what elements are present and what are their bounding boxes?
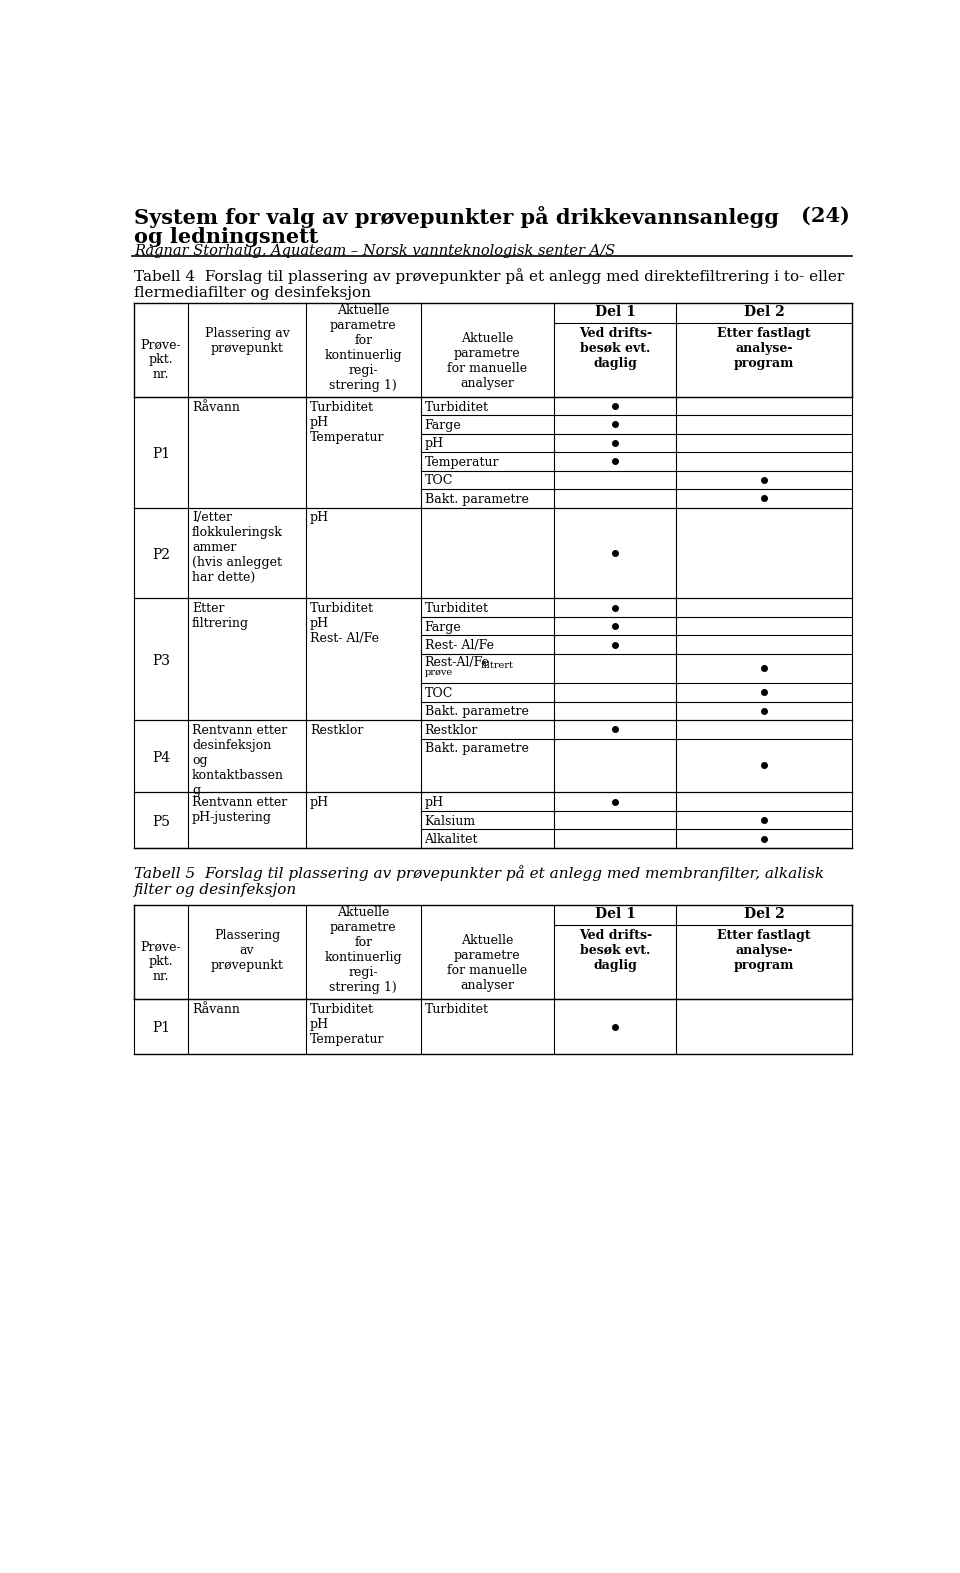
Text: Rest-Al/Fe: Rest-Al/Fe xyxy=(424,656,490,669)
Text: Turbiditet
pH
Temperatur: Turbiditet pH Temperatur xyxy=(310,401,384,444)
Text: Råvann: Råvann xyxy=(192,1002,240,1016)
Text: pH: pH xyxy=(310,511,329,524)
Text: Farge: Farge xyxy=(424,418,462,433)
Text: (24): (24) xyxy=(802,206,850,225)
Text: Ragnar Storhaug, Aquateam – Norsk vannteknologisk senter A/S: Ragnar Storhaug, Aquateam – Norsk vannte… xyxy=(134,244,615,258)
Text: P2: P2 xyxy=(152,547,170,562)
Text: Restklor: Restklor xyxy=(310,724,363,736)
Text: P1: P1 xyxy=(152,1021,170,1035)
Text: Ved drifts-
besøk evt.
daglig: Ved drifts- besøk evt. daglig xyxy=(579,327,652,370)
Text: pH: pH xyxy=(424,796,444,809)
Text: Turbiditet
pH
Temperatur: Turbiditet pH Temperatur xyxy=(310,1002,384,1046)
Text: P5: P5 xyxy=(152,815,170,829)
Text: Aktuelle
parametre
for
kontinuerlig
regi-
strering 1): Aktuelle parametre for kontinuerlig regi… xyxy=(324,906,402,994)
Text: Turbiditet: Turbiditet xyxy=(424,1002,489,1016)
Text: TOC: TOC xyxy=(424,475,453,488)
Text: System for valg av prøvepunkter på drikkevannsanlegg: System for valg av prøvepunkter på drikk… xyxy=(134,206,779,228)
Text: Del 1: Del 1 xyxy=(595,305,636,319)
Text: Farge: Farge xyxy=(424,621,462,634)
Text: Plassering av
prøvepunkt: Plassering av prøvepunkt xyxy=(204,327,290,354)
Text: Turbiditet
pH
Rest- Al/Fe: Turbiditet pH Rest- Al/Fe xyxy=(310,602,379,645)
Text: Bakt. parametre: Bakt. parametre xyxy=(424,742,528,755)
Text: I/etter
flokkuleringsk
ammer
(hvis anlegget
har dette): I/etter flokkuleringsk ammer (hvis anleg… xyxy=(192,511,283,585)
Text: Bakt. parametre: Bakt. parametre xyxy=(424,492,528,507)
Text: Etter fastlagt
analyse-
program: Etter fastlagt analyse- program xyxy=(717,928,811,972)
Text: Prøve-
pkt.
nr.: Prøve- pkt. nr. xyxy=(141,338,181,381)
Text: Tabell 4  Forslag til plassering av prøvepunkter på et anlegg med direktefiltrer: Tabell 4 Forslag til plassering av prøve… xyxy=(134,267,844,300)
Text: Prøve-
pkt.
nr.: Prøve- pkt. nr. xyxy=(141,941,181,983)
Text: P3: P3 xyxy=(152,654,170,669)
Text: pH: pH xyxy=(310,796,329,809)
Text: Aktuelle
parametre
for
kontinuerlig
regi-
strering 1): Aktuelle parametre for kontinuerlig regi… xyxy=(324,304,402,392)
Text: og ledningsnett: og ledningsnett xyxy=(134,227,319,247)
Text: Tabell 5  Forslag til plassering av prøvepunkter på et anlegg med membranfilter,: Tabell 5 Forslag til plassering av prøve… xyxy=(134,865,824,897)
Text: Råvann: Råvann xyxy=(192,401,240,414)
Text: Del 2: Del 2 xyxy=(744,908,784,922)
Text: Ved drifts-
besøk evt.
daglig: Ved drifts- besøk evt. daglig xyxy=(579,928,652,972)
Text: Turbiditet: Turbiditet xyxy=(424,401,489,414)
Text: Temperatur: Temperatur xyxy=(424,456,499,469)
Text: Rest- Al/Fe: Rest- Al/Fe xyxy=(424,639,493,653)
Text: Aktuelle
parametre
for manuelle
analyser: Aktuelle parametre for manuelle analyser xyxy=(447,332,527,390)
Text: Turbiditet: Turbiditet xyxy=(424,602,489,615)
Text: Rentvann etter
desinfeksjon
og
kontaktbassen
g: Rentvann etter desinfeksjon og kontaktba… xyxy=(192,724,287,798)
Text: pH: pH xyxy=(424,437,444,450)
Text: Etter fastlagt
analyse-
program: Etter fastlagt analyse- program xyxy=(717,327,811,370)
Text: Del 1: Del 1 xyxy=(595,908,636,922)
Text: Plassering
av
prøvepunkt: Plassering av prøvepunkt xyxy=(210,928,283,972)
Text: Aktuelle
parametre
for manuelle
analyser: Aktuelle parametre for manuelle analyser xyxy=(447,934,527,993)
Text: TOC: TOC xyxy=(424,687,453,700)
Text: filtrert: filtrert xyxy=(480,661,514,670)
Text: Etter
filtrering: Etter filtrering xyxy=(192,602,250,631)
Text: prøve: prøve xyxy=(424,669,453,678)
Text: Alkalitet: Alkalitet xyxy=(424,834,478,846)
Text: Rentvann etter
pH-justering: Rentvann etter pH-justering xyxy=(192,796,287,824)
Text: P1: P1 xyxy=(152,447,170,461)
Text: Restklor: Restklor xyxy=(424,724,478,736)
Text: P4: P4 xyxy=(152,750,170,764)
Text: Del 2: Del 2 xyxy=(744,305,784,319)
Text: Bakt. parametre: Bakt. parametre xyxy=(424,705,528,719)
Text: Kalsium: Kalsium xyxy=(424,815,476,827)
